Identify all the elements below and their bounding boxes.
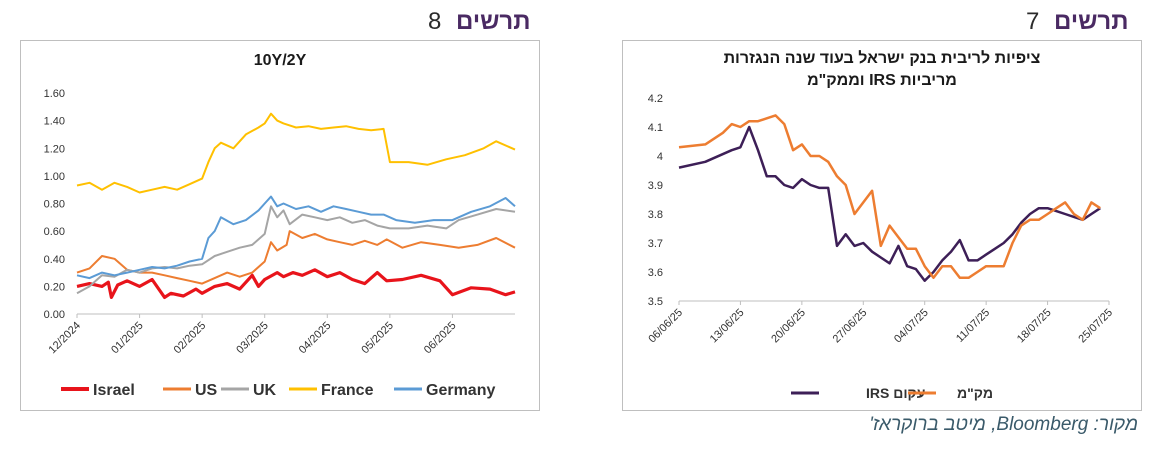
- legend-label-uk: UK: [253, 382, 277, 399]
- x-tick-label: 18/07/25: [1015, 307, 1054, 346]
- figure-7-title: תרשים 7: [1026, 8, 1128, 36]
- x-tick-label: 03/2025: [234, 320, 271, 357]
- legend-label-makam: מק"מ: [957, 385, 993, 401]
- x-tick-label: 06/2025: [422, 320, 459, 357]
- chart-10y2y: 10Y/2Y 0.00 0.20 0.40 0.60 0.80 1.00 1.20 1.40 1…: [44, 52, 516, 399]
- series-line-makam: [678, 114, 1101, 280]
- chart-title-line-2: מריביות IRS וממק"מ: [807, 72, 957, 89]
- y-tick-label: 1.40: [44, 116, 65, 128]
- legend-label-israel: Israel: [93, 382, 135, 399]
- series-line-uk: [76, 205, 516, 295]
- y-tick-label: 0.80: [44, 199, 65, 211]
- x-tick-label: 27/06/25: [831, 307, 870, 346]
- legend-label-germany: Germany: [426, 382, 495, 399]
- series-line-us: [76, 230, 516, 285]
- y-tick-label: 1.60: [44, 88, 65, 100]
- legend-label-us: US: [195, 382, 218, 399]
- chart-10y2y-title: 10Y/2Y: [254, 52, 307, 69]
- source-note: מקור: Bloomberg, מיטב ברוקראז': [869, 414, 1138, 435]
- y-tick-label: 1.20: [44, 143, 65, 155]
- series-line-israel: [76, 268, 516, 299]
- figure-8-number: 8: [428, 8, 442, 35]
- x-tick-label: 25/07/25: [1076, 307, 1115, 346]
- series-line-germany: [76, 195, 516, 280]
- y-tick-label: 4: [657, 151, 663, 163]
- y-tick-label: 0.40: [44, 254, 65, 266]
- series-line-france: [76, 112, 516, 194]
- y-tick-label: 4.2: [648, 93, 663, 105]
- y-tick-label: 0.60: [44, 226, 65, 238]
- chart-10y2y-panel: 10Y/2Y 0.00 0.20 0.40 0.60 0.80 1.00 1.20 1.40 1…: [20, 40, 540, 411]
- y-tick-label: 4.1: [648, 122, 663, 134]
- legend-label-irs: עקום IRS: [866, 385, 925, 401]
- y-tick-label: 0.00: [44, 309, 65, 321]
- figure-8-label: תרשים: [456, 8, 531, 35]
- chart-boi-expectations: ציפיות לריבית בנק ישראל בעוד שנה הנגזרות…: [646, 49, 1115, 401]
- x-tick-label: 13/06/25: [708, 307, 747, 346]
- y-tick-label: 3.5: [648, 296, 663, 308]
- x-tick-label: 04/07/25: [892, 307, 931, 346]
- chart-title-line-1: ציפיות לריבית בנק ישראל בעוד שנה הנגזרות: [724, 49, 1041, 67]
- y-tick-label: 3.8: [648, 209, 663, 221]
- x-tick-label: 02/2025: [172, 320, 209, 357]
- x-tick-label: 04/2025: [297, 320, 334, 357]
- x-tick-label: 20/06/25: [769, 307, 808, 346]
- x-tick-label: 12/2024: [47, 320, 84, 357]
- figure-7-label: תרשים: [1054, 8, 1129, 35]
- series-line-irs: [678, 125, 1101, 282]
- y-tick-label: 3.9: [648, 180, 663, 192]
- y-tick-label: 3.7: [648, 238, 663, 250]
- x-tick-label: 11/07/25: [954, 307, 992, 345]
- y-tick-label: 3.6: [648, 267, 663, 279]
- y-tick-label: 0.20: [44, 281, 65, 293]
- y-tick-label: 1.00: [44, 171, 65, 183]
- x-tick-label: 06/06/25: [646, 307, 685, 346]
- figure-7-number: 7: [1026, 8, 1040, 35]
- figure-8-title: תרשים 8: [428, 8, 530, 36]
- legend-label-france: France: [321, 382, 374, 399]
- x-tick-label: 01/2025: [109, 320, 146, 357]
- x-tick-label: 05/2025: [359, 320, 396, 357]
- chart-boi-expectations-panel: ציפיות לריבית בנק ישראל בעוד שנה הנגזרות…: [622, 40, 1142, 411]
